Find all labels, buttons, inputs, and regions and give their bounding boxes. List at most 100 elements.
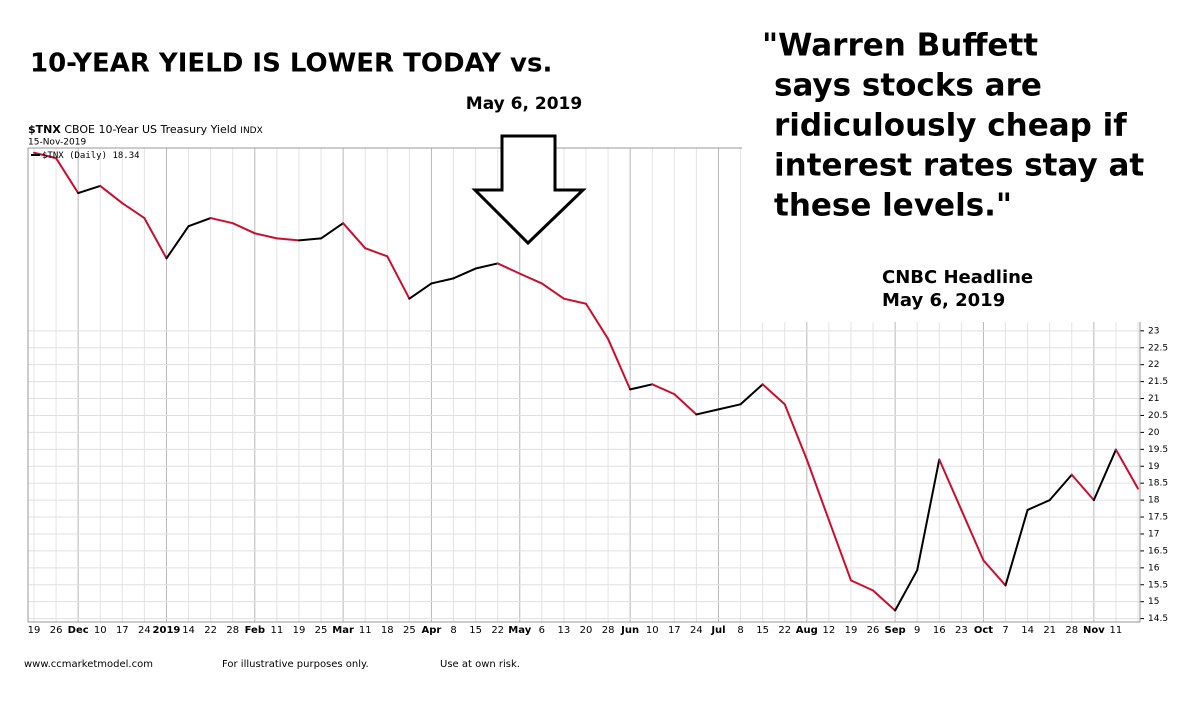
line-segment	[562, 297, 587, 305]
source-line: May 6, 2019	[882, 290, 1005, 311]
line-segment	[1092, 448, 1117, 502]
footer: For illustrative purposes only.	[222, 659, 369, 670]
y-tick-label: 21.5	[1148, 377, 1168, 387]
x-tick-label: 19	[845, 625, 858, 636]
line-segment	[827, 519, 852, 582]
arrow-label: May 6, 2019	[466, 94, 582, 114]
y-tick-label: 20	[1148, 428, 1160, 438]
y-tick-label: 16	[1148, 563, 1160, 573]
x-tick-label: Dec	[68, 625, 89, 636]
exchange: INDX	[240, 126, 262, 136]
line-segment	[695, 408, 720, 416]
x-tick-label: 8	[737, 625, 743, 636]
line-segment	[474, 262, 499, 270]
x-tick-label: 22	[491, 625, 504, 636]
line-segment	[938, 458, 963, 511]
line-segment	[1048, 473, 1073, 502]
x-tick-label: Nov	[1083, 625, 1105, 636]
x-tick-label: Apr	[422, 625, 442, 636]
x-tick-label: 17	[116, 625, 129, 636]
line-segment	[982, 559, 1007, 587]
plot-area: 19 26 Dec 10 17 24 2019 14 22 28 Feb 11 19 25 Mar 11 18 2…	[27, 147, 1168, 636]
x-tick-label: 20	[580, 625, 593, 636]
x-tick-label: 13	[558, 625, 571, 636]
line-segment	[209, 217, 234, 225]
x-tick-label: 14	[1021, 625, 1034, 636]
x-tick-label: 10	[646, 625, 659, 636]
line-segment	[430, 277, 455, 285]
x-tick-label: 26	[867, 625, 880, 636]
x-tick-label: 19	[293, 625, 306, 636]
quote-line: interest rates stay at	[774, 148, 1144, 184]
line-segment	[297, 237, 323, 242]
quote-line: ridiculously cheap if	[774, 108, 1127, 144]
line-segment	[651, 383, 676, 396]
line-segment	[872, 589, 897, 612]
arrow	[471, 134, 587, 246]
line-segment	[540, 282, 565, 300]
line-segment	[1070, 473, 1095, 502]
x-tick-label: 7	[1002, 625, 1008, 636]
source-line: CNBC Headline	[882, 267, 1033, 288]
y-tick-label: 17	[1148, 529, 1159, 539]
line-segment	[253, 232, 278, 240]
line-segment	[849, 579, 875, 592]
x-tick-label: 9	[914, 625, 920, 636]
x-tick-label: Oct	[974, 625, 993, 636]
y-tick-label: 22.5	[1148, 343, 1168, 353]
line-segment	[1026, 499, 1051, 511]
line-segment	[673, 393, 698, 416]
line-segment	[364, 247, 389, 258]
line-segment	[496, 262, 521, 275]
x-tick-label: 12	[823, 625, 836, 636]
x-tick-label: 10	[94, 625, 107, 636]
x-tick-label: 11	[1110, 625, 1123, 636]
line-segment	[165, 225, 190, 260]
x-tick-label: 28	[226, 625, 239, 636]
x-tick-label: 17	[668, 625, 681, 636]
x-tick-label: 15	[469, 625, 482, 636]
line-segment	[1114, 448, 1139, 490]
x-tick-label: 28	[602, 625, 615, 636]
x-tick-label: 16	[933, 625, 946, 636]
y-tick-label: 21	[1148, 394, 1159, 404]
x-tick-label: 25	[403, 625, 416, 636]
line-segment	[33, 151, 58, 160]
footer: Use at own risk.	[440, 659, 520, 670]
x-tick-label: 18	[381, 625, 394, 636]
line-segment	[894, 569, 919, 612]
quote-line: these levels."	[774, 188, 1012, 224]
x-tick-label: 28	[1065, 625, 1078, 636]
x-tick-label: Jul	[710, 625, 725, 636]
line-segment	[629, 383, 654, 391]
x-tick-label: 8	[450, 625, 456, 636]
x-tick-label: 6	[539, 625, 545, 636]
line-segment	[342, 222, 367, 250]
line-segment	[77, 184, 102, 195]
x-tick-label: 15	[756, 625, 769, 636]
y-tick-label: 23	[1148, 326, 1159, 336]
x-tick-label: Feb	[245, 625, 265, 636]
y-tick-label: 18	[1148, 496, 1160, 506]
line-segment	[717, 403, 742, 411]
quote-line: says stocks are	[774, 68, 1042, 104]
x-tick-label: 19	[28, 625, 41, 636]
x-tick-label: 22	[204, 625, 217, 636]
legend-name: $TNX (Daily)	[42, 151, 107, 161]
header: $TNX CBOE 10-Year US Treasury Yield INDX	[28, 123, 263, 136]
y-tick-label: 20.5	[1148, 411, 1168, 421]
line-segment	[783, 403, 808, 461]
y-tick-label: 19.5	[1148, 445, 1168, 455]
line-segment	[960, 508, 985, 562]
line-segment	[916, 458, 941, 572]
y-tick-label: 15.5	[1148, 580, 1168, 590]
x-tick-label: Aug	[796, 625, 818, 636]
x-tick-label: 25	[315, 625, 328, 636]
x-tick-label: 23	[955, 625, 968, 636]
y-tick-label: 16.5	[1148, 546, 1168, 556]
y-tick-label: 19	[1148, 462, 1160, 472]
line-segment	[1004, 508, 1029, 587]
legend-value: 18.34	[112, 151, 139, 161]
x-tick-label: 14	[182, 625, 195, 636]
